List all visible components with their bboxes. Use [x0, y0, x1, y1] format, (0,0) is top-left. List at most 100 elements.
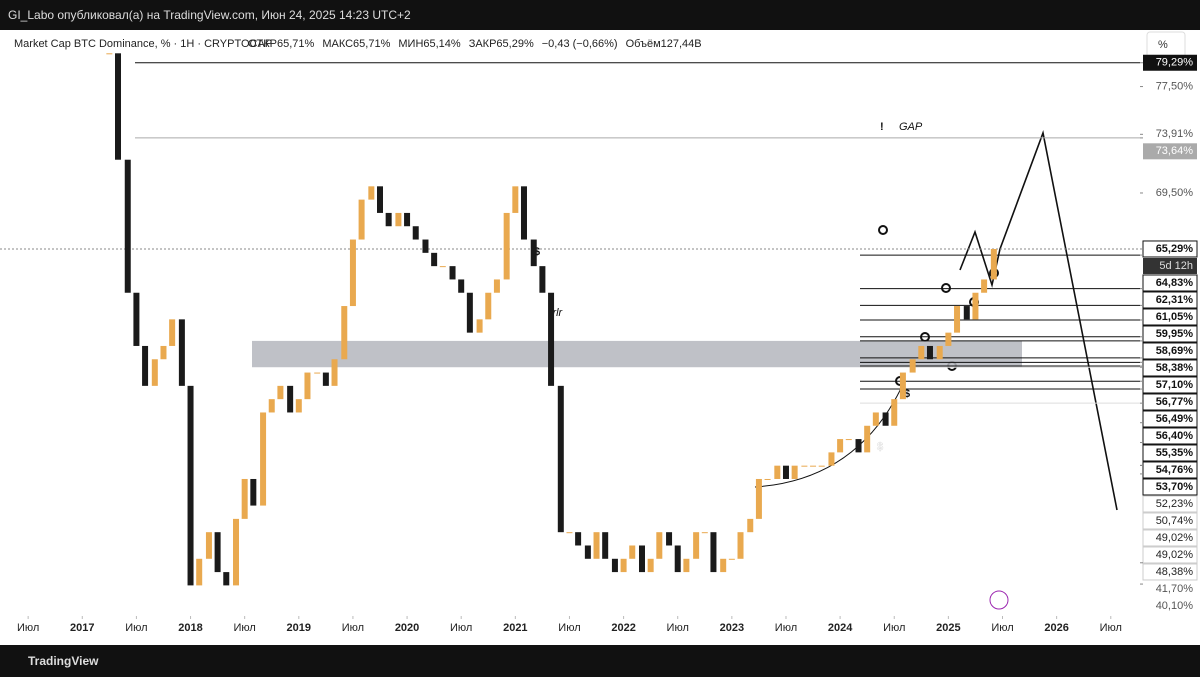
candle: [412, 226, 419, 240]
candle: [205, 532, 212, 559]
x-tick-label: Июл: [17, 622, 39, 634]
ohlc-value: ЗАКР65,29%: [469, 38, 534, 50]
candle: [377, 186, 383, 213]
price-label-box: [1142, 512, 1198, 530]
candle: [611, 558, 618, 573]
candle: [845, 439, 852, 441]
x-tick-label: Июл: [125, 622, 147, 634]
ohlc-value: ОТКР65,71%: [248, 38, 315, 50]
price-label-box: [1142, 563, 1198, 581]
candle: [241, 478, 248, 519]
candle: [539, 266, 546, 293]
candle: [945, 332, 952, 346]
candle: [385, 212, 392, 227]
dollar-sign: $: [534, 246, 540, 258]
x-tick-label: Июл: [883, 622, 905, 634]
price-label: 50,74%: [1156, 515, 1194, 527]
x-tick-label: 2019: [287, 622, 311, 634]
candle: [476, 319, 483, 333]
price-label: 40,10%: [1156, 600, 1194, 612]
ohlc-value: МАКС65,71%: [322, 38, 390, 50]
price-label: 49,02%: [1156, 549, 1194, 561]
candle: [142, 345, 149, 386]
candle: [548, 292, 555, 386]
x-tick-label: Июл: [667, 622, 689, 634]
candle: [187, 385, 194, 586]
chart: Market Cap BTC Dominance, % · 1Н · CRYPT…: [0, 30, 1200, 645]
ohlc-value: МИН65,14%: [398, 38, 461, 50]
candle: [160, 345, 167, 360]
candle: [926, 345, 933, 360]
alert-icon[interactable]: [989, 590, 1009, 610]
candle: [530, 239, 537, 267]
candle: [963, 306, 970, 320]
publisher-bar: GI_Labo опубликовал(а) на TradingView.co…: [0, 0, 1200, 30]
candle: [295, 399, 302, 413]
price-label-box: [1142, 546, 1198, 564]
dollar-sign: $: [877, 441, 883, 453]
price-label-box: [1142, 359, 1198, 377]
price-label: 53,70%: [1156, 481, 1194, 493]
candle: [666, 532, 673, 546]
candle: [512, 186, 519, 213]
candle: [314, 372, 321, 374]
scale-button-label[interactable]: %: [1158, 39, 1168, 51]
candle: [872, 412, 879, 426]
price-label-box: [1142, 308, 1198, 326]
candle: [431, 252, 438, 267]
candle: [268, 399, 275, 413]
candle: [602, 532, 609, 559]
gap-label: GAP: [899, 121, 923, 133]
price-label-box: [1143, 143, 1197, 160]
candle: [304, 372, 311, 400]
candle: [439, 266, 446, 268]
price-label-box: [1142, 410, 1198, 428]
candle: [178, 319, 185, 386]
candle: [981, 279, 988, 293]
candle: [747, 518, 754, 533]
candle: [864, 425, 871, 453]
x-tick-label: 2023: [720, 622, 744, 634]
price-label: 59,95%: [1156, 328, 1194, 340]
x-tick-label: Июл: [1100, 622, 1122, 634]
candle: [458, 279, 465, 293]
candle: [358, 199, 365, 240]
candle: [169, 319, 176, 346]
footer: TradingView: [0, 645, 1200, 677]
x-tick-label: Июл: [775, 622, 797, 634]
candle: [260, 412, 267, 506]
candle: [791, 465, 798, 479]
candle: [737, 532, 744, 559]
price-label: 5d 12h: [1159, 260, 1193, 272]
price-label-box: [1142, 274, 1198, 292]
price-label: 77,50%: [1156, 80, 1194, 92]
candle: [287, 385, 294, 413]
candle: [214, 532, 221, 573]
price-label-box: [1143, 257, 1197, 274]
price-label-box: [1142, 342, 1198, 360]
candle: [493, 279, 500, 293]
candle: [728, 558, 735, 560]
candle: [322, 372, 329, 386]
candle: [828, 452, 835, 466]
candle: [638, 545, 645, 573]
price-label: 56,49%: [1156, 413, 1194, 425]
candle: [882, 412, 889, 426]
price-label-box: [1143, 54, 1197, 71]
background: [0, 30, 1200, 645]
price-label: 52,23%: [1156, 498, 1194, 510]
x-tick-label: 2017: [70, 622, 94, 634]
price-label-box: [1142, 478, 1198, 496]
candle: [710, 532, 717, 573]
candle: [755, 478, 762, 519]
x-tick-label: Июл: [342, 622, 364, 634]
candle: [151, 359, 158, 386]
candle: [818, 465, 825, 467]
x-tick-label: 2020: [395, 622, 419, 634]
price-label-box: [1142, 325, 1198, 343]
candle: [124, 159, 131, 293]
candle: [133, 292, 140, 346]
candle: [368, 186, 375, 200]
x-tick-label: Июл: [234, 622, 256, 634]
